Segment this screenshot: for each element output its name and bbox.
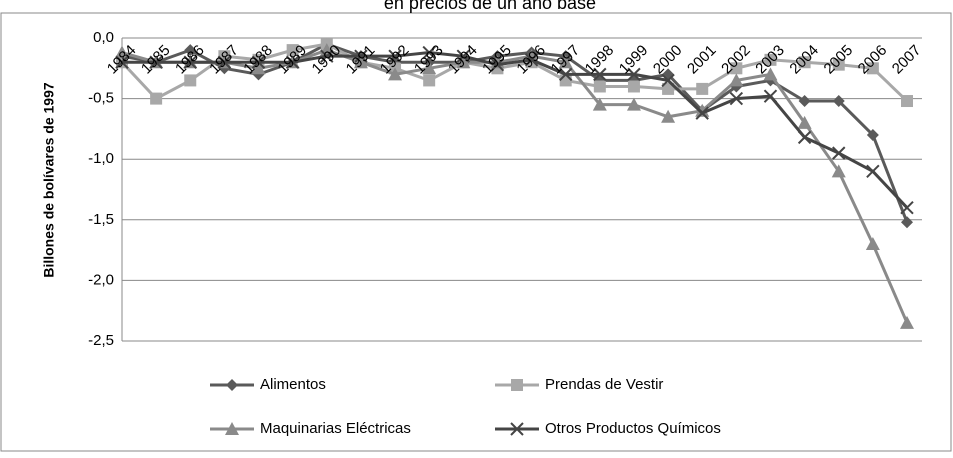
data-point <box>729 73 744 87</box>
data-point <box>217 55 232 69</box>
data-point <box>901 216 913 229</box>
y-tick-label: -1,0 <box>88 150 114 167</box>
data-point <box>456 49 471 63</box>
data-point <box>832 58 845 71</box>
y-tick-label: -1,5 <box>88 211 114 228</box>
data-point <box>320 49 334 63</box>
data-point <box>251 61 266 75</box>
y-axis-title: Billones de bolívares de 1997 <box>41 82 57 278</box>
data-point <box>798 56 811 69</box>
data-point <box>832 146 846 160</box>
legend-label: Maquinarias Eléctricas <box>260 420 411 437</box>
y-tick-label: -2,0 <box>88 271 114 288</box>
data-point <box>730 62 743 75</box>
data-point <box>695 106 709 120</box>
data-point <box>184 44 197 57</box>
data-point <box>866 164 880 179</box>
data-point <box>286 44 299 57</box>
y-tick-label: -0,5 <box>88 90 114 107</box>
legend-marker <box>511 379 523 391</box>
data-point <box>422 61 437 75</box>
data-point <box>797 130 812 145</box>
legend-label: Alimentos <box>260 376 326 393</box>
data-point <box>388 67 403 81</box>
data-point <box>423 74 436 87</box>
data-point <box>865 237 880 251</box>
data-point <box>797 115 812 129</box>
data-point <box>661 73 675 88</box>
data-point <box>695 103 710 117</box>
data-point <box>422 45 436 60</box>
data-point <box>832 95 845 108</box>
data-point <box>150 92 163 105</box>
data-point <box>184 74 197 87</box>
data-point <box>490 57 505 72</box>
data-point <box>353 55 368 69</box>
legend-marker <box>226 379 238 391</box>
legend-marker <box>225 422 239 435</box>
data-point <box>900 200 914 215</box>
data-point <box>524 53 539 67</box>
data-point <box>592 97 607 111</box>
data-point <box>558 67 573 82</box>
data-point <box>696 82 709 95</box>
data-point <box>798 95 811 108</box>
data-point <box>354 49 368 63</box>
data-point <box>626 97 641 111</box>
chart-title: en precios de un año base <box>384 0 596 13</box>
data-point <box>661 109 676 123</box>
data-point <box>115 55 129 69</box>
y-tick-label: 0,0 <box>93 29 114 46</box>
data-point <box>866 62 879 75</box>
data-point <box>285 55 300 69</box>
legend-label: Prendas de Vestir <box>545 376 663 393</box>
data-point <box>183 55 197 69</box>
data-point <box>662 82 675 95</box>
data-point <box>866 128 879 141</box>
chart-frame <box>0 12 952 452</box>
data-point <box>627 80 640 93</box>
y-tick-label: -2,5 <box>88 332 114 349</box>
data-point <box>763 89 778 103</box>
data-point <box>149 55 163 69</box>
data-point <box>115 45 129 59</box>
legend-marker <box>510 422 524 436</box>
data-point <box>456 55 471 69</box>
legend-label: Otros Productos Químicos <box>545 420 721 437</box>
data-point <box>729 91 744 106</box>
data-point <box>627 67 641 82</box>
data-point <box>559 74 572 87</box>
data-point <box>901 95 913 108</box>
data-point <box>251 55 266 69</box>
data-point <box>593 80 606 93</box>
data-point <box>388 49 402 63</box>
data-point <box>558 55 573 69</box>
data-point <box>764 53 777 66</box>
data-point <box>252 53 265 66</box>
data-point <box>763 67 778 81</box>
series-line <box>122 51 909 209</box>
data-point <box>900 315 914 329</box>
data-point <box>831 164 846 178</box>
data-point <box>593 67 607 82</box>
